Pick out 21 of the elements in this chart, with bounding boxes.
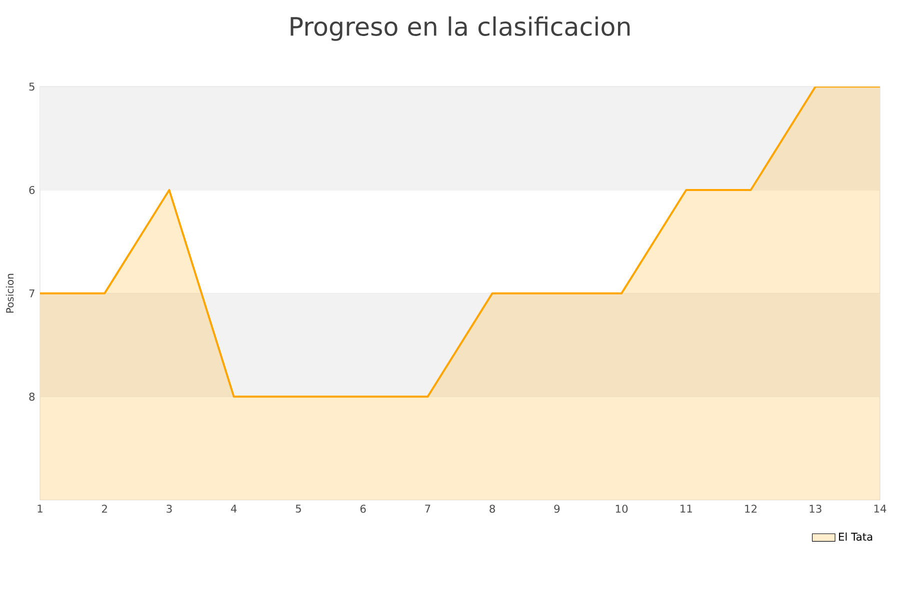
chart-title: Progreso en la clasificacion [290,16,630,41]
x-tick-label: 10 [616,504,628,513]
y-tick-label: 7 [29,289,34,298]
x-tick-label: 6 [360,504,366,513]
x-tick-label: 2 [102,504,107,513]
x-tick-label: 14 [874,504,886,512]
x-tick-label: 1 [38,504,42,512]
x-tick-label: 12 [745,504,756,513]
x-tick-label: 4 [230,504,237,512]
x-tick-label: 8 [490,504,495,513]
x-tick-label: 5 [296,504,301,513]
legend-label: El Tata [839,532,872,541]
y-tick-label: 5 [29,82,34,91]
x-tick-label: 3 [166,504,172,513]
x-tick-label: 7 [425,504,430,512]
x-tick-label: 9 [554,504,560,513]
y-axis-title: Posicion [6,274,14,313]
y-tick-label: 6 [29,186,35,194]
y-tick-label: 8 [29,392,35,401]
x-tick-label: 11 [680,504,692,512]
x-tick-label: 13 [810,504,822,513]
